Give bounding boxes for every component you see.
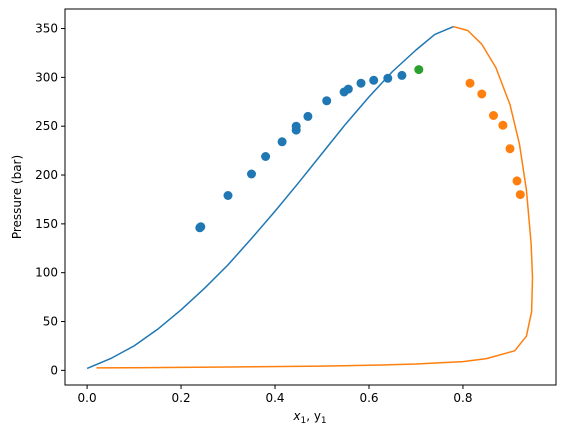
x-axis-label-sep: , y — [306, 409, 321, 423]
x-tick-label: 0.2 — [172, 391, 191, 405]
data-point — [261, 152, 271, 161]
data-point — [397, 70, 407, 80]
x-tick-label: 0.0 — [78, 391, 97, 405]
data-point — [512, 176, 522, 186]
x-tick-label: 0.8 — [453, 391, 472, 405]
data-point — [505, 144, 515, 154]
data-point — [196, 222, 206, 232]
plot-area — [86, 25, 534, 370]
data-point — [383, 73, 393, 83]
data-point — [291, 121, 301, 131]
data-point — [322, 96, 332, 106]
axes-frame — [64, 8, 557, 386]
x-axis-label-sub1: 1 — [300, 416, 306, 426]
y-tick-label: 150 — [35, 217, 58, 231]
y-tick-label: 250 — [35, 119, 58, 133]
y-tick-label: 0 — [50, 363, 58, 377]
y-tick-label: 50 — [43, 315, 58, 329]
series-line-0 — [86, 25, 454, 370]
y-axis: 0 50 100 150 200 250 300 350 — [35, 22, 65, 377]
x-tick-label: 0.4 — [265, 391, 284, 405]
data-point — [489, 111, 498, 120]
x-axis-label: x1, y1 — [292, 409, 326, 426]
data-point — [498, 120, 508, 130]
y-tick-label: 200 — [35, 168, 58, 182]
y-tick-label: 100 — [35, 266, 58, 280]
data-point — [414, 65, 424, 75]
data-point — [515, 190, 525, 200]
series-line-1 — [96, 25, 534, 369]
data-point — [223, 191, 233, 200]
data-point — [303, 111, 313, 121]
data-point — [343, 84, 353, 94]
data-point — [465, 78, 475, 88]
x-tick-label: 0.6 — [359, 391, 378, 405]
data-point — [477, 89, 487, 99]
data-point — [277, 137, 287, 147]
x-axis: 0.0 0.2 0.4 0.6 0.8 — [78, 385, 473, 405]
y-tick-label: 350 — [35, 22, 58, 36]
data-point — [369, 75, 379, 85]
x-axis-label-sub2: 1 — [321, 416, 327, 426]
data-point — [356, 78, 366, 88]
data-point — [247, 169, 256, 179]
x-axis-label-x: x — [292, 409, 301, 423]
y-tick-label: 300 — [35, 70, 58, 84]
y-axis-label: Pressure (bar) — [10, 155, 24, 239]
